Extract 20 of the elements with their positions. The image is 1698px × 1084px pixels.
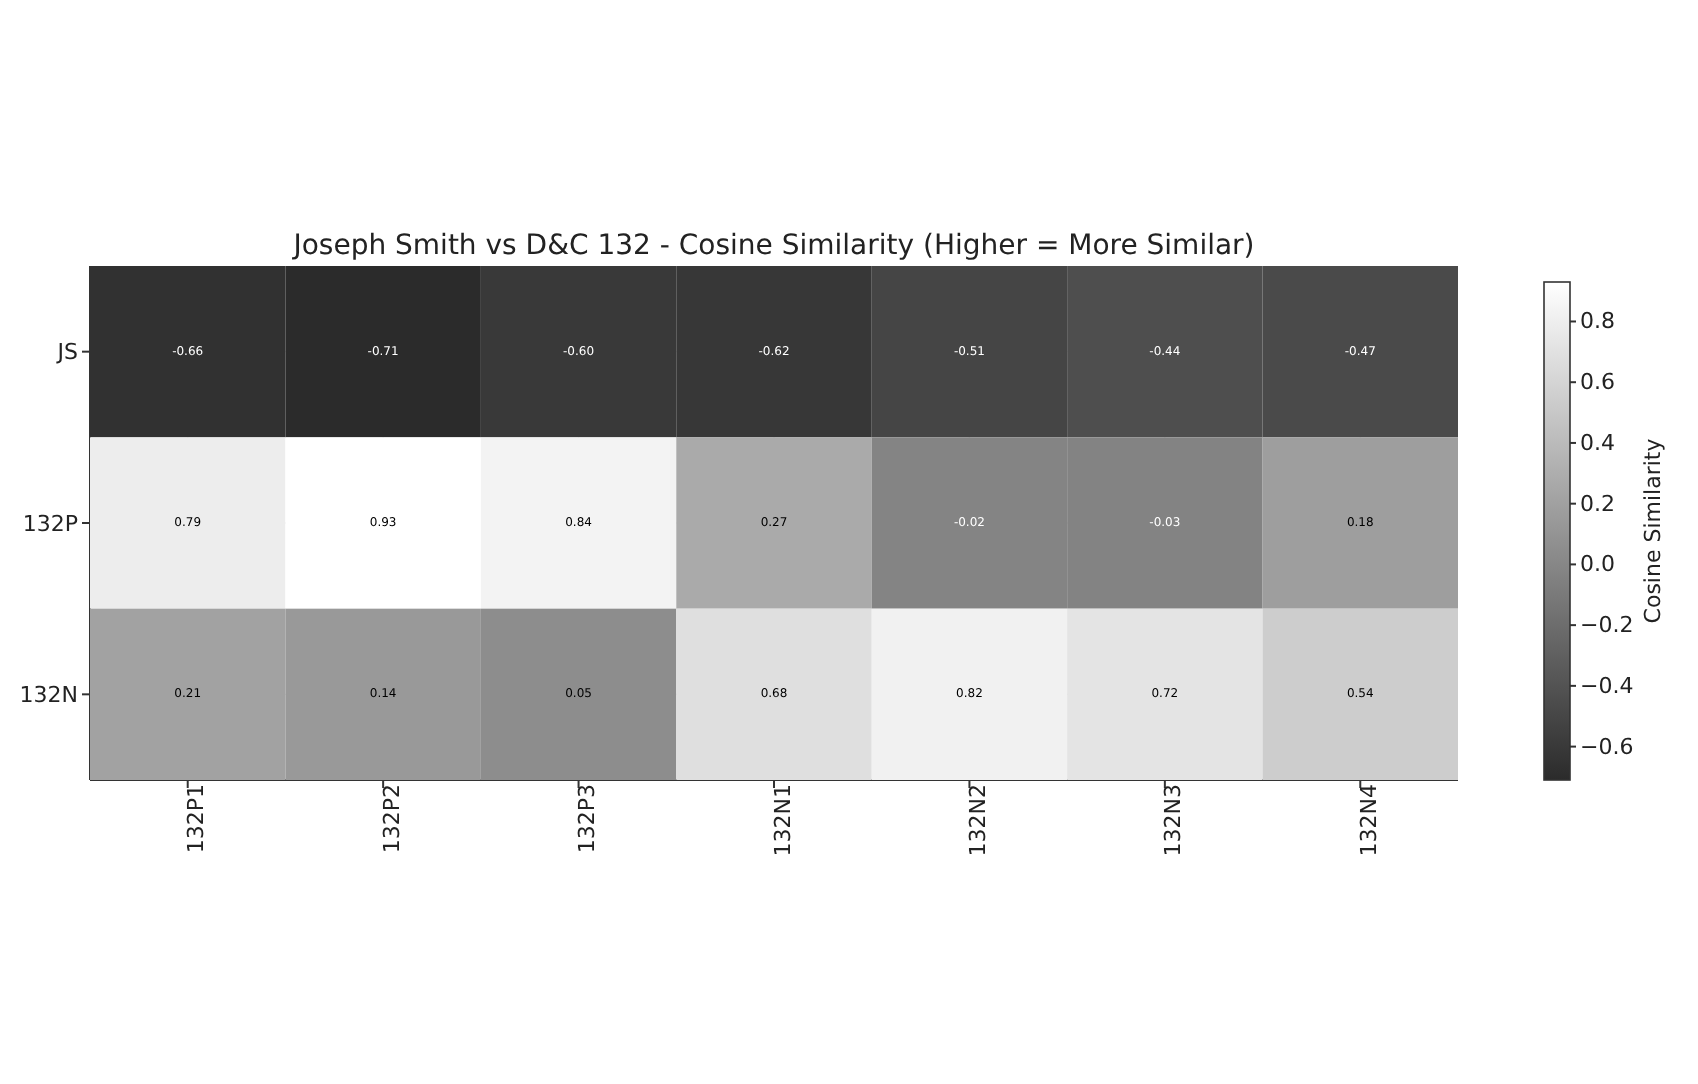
color-bar-label: 0.0 — [1580, 551, 1615, 578]
y-tick-label: 132N — [19, 682, 78, 709]
color-bar-label: 0.4 — [1580, 429, 1615, 456]
y-tick-label: JS — [55, 339, 79, 366]
color-bar-title: Cosine Similarity — [1640, 437, 1666, 624]
x-tick-label: 132N1 — [769, 784, 796, 857]
x-tick-label: 132P2 — [378, 784, 405, 854]
y-tick-label: 132P — [22, 510, 79, 537]
chart-title: Joseph Smith vs D&C 132 - Cosine Similarity (Higher = More Similar) — [291, 230, 1255, 262]
x-tick-label: 132P1 — [183, 784, 210, 854]
color-bar-label: 0.8 — [1580, 308, 1615, 335]
x-tick-label: 132P3 — [574, 784, 601, 854]
color-bar-label: −0.6 — [1580, 733, 1634, 760]
color-bar-label: 0.6 — [1580, 369, 1615, 396]
color-bar-label: 0.2 — [1580, 490, 1615, 517]
color-bar-label: −0.4 — [1580, 672, 1634, 699]
color-bar-label: −0.2 — [1580, 612, 1634, 639]
x-tick-label: 132N4 — [1355, 784, 1382, 857]
x-tick-label: 132N2 — [965, 784, 992, 857]
x-tick-label: 132N3 — [1160, 784, 1187, 857]
